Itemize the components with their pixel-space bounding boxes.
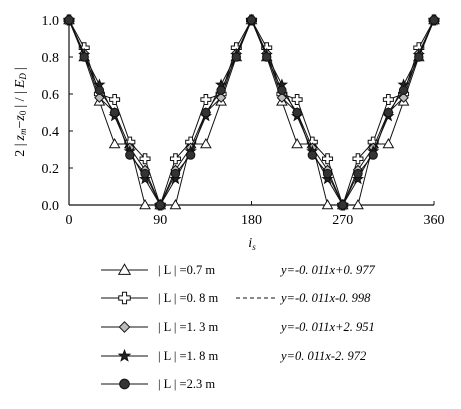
data-point-triangle <box>352 198 364 210</box>
legend-label: | L | =0. 8 m <box>158 291 218 305</box>
x-tick-label: 90 <box>153 213 167 228</box>
data-point-star <box>321 172 334 185</box>
data-point-circle <box>398 85 409 96</box>
y-tick-label: 0.0 <box>42 199 60 214</box>
data-point-circle <box>338 200 348 210</box>
data-point-cross <box>139 153 151 165</box>
x-tick-label: 270 <box>332 213 353 228</box>
y-axis-label: 2 |zm−z0| / |ED| <box>13 67 28 157</box>
data-point-cross <box>322 153 334 165</box>
data-point-circle <box>170 168 181 179</box>
y-tick-label: 0.4 <box>42 125 60 140</box>
x-axis-label: is <box>248 236 256 252</box>
data-point-circle <box>109 107 120 118</box>
data-point-circle <box>201 107 211 118</box>
data-point-circle <box>155 200 165 210</box>
data-point-circle <box>262 52 272 62</box>
series-layer <box>62 13 441 211</box>
data-point-diamond <box>215 92 227 103</box>
y-tick-label: 0.6 <box>42 88 60 103</box>
y-tick-label: 1.0 <box>42 14 60 29</box>
data-point-triangle <box>117 263 132 275</box>
data-point-circle <box>216 85 226 96</box>
data-point-circle <box>353 168 363 179</box>
series-line <box>68 18 435 207</box>
x-tick-label: 360 <box>424 213 445 228</box>
fit-equations: y=-0. 011x+0. 977 y=-0. 011x-0. 998 y=-0. … <box>236 263 375 363</box>
series-line <box>68 18 435 207</box>
data-point-cross <box>118 291 131 305</box>
x-tick-label: 0 <box>66 213 73 228</box>
data-point-cross <box>109 94 121 106</box>
legend-item: | L | =0.7 m <box>101 263 215 277</box>
series-cross <box>63 14 440 211</box>
data-point-star <box>169 172 182 185</box>
data-point-diamond <box>118 321 131 333</box>
data-point-star <box>351 172 365 185</box>
series-line <box>68 18 435 206</box>
data-point-triangle <box>169 198 182 210</box>
data-point-circle <box>429 15 439 25</box>
data-point-triangle <box>321 198 334 210</box>
data-point-diamond <box>94 92 105 103</box>
data-point-circle <box>185 150 196 160</box>
data-point-circle <box>246 15 257 25</box>
data-point-cross <box>169 153 181 165</box>
data-point-cross <box>382 94 394 106</box>
y-tick-label: 0.8 <box>42 51 60 66</box>
data-point-circle <box>119 378 130 390</box>
legend-item: | L | =1. 8 m <box>101 348 218 363</box>
plot-axes <box>68 19 435 206</box>
legend: | L | =0.7 m | L | =0. 8 m | L | =1. 3 m | … <box>101 263 218 391</box>
data-point-cross <box>291 94 303 106</box>
data-point-circle <box>79 52 89 62</box>
data-point-diamond <box>398 92 409 103</box>
data-point-circle <box>94 85 105 96</box>
data-point-star <box>138 172 152 185</box>
data-point-circle <box>383 107 394 118</box>
data-point-cross <box>352 153 364 165</box>
fit-equation: y=-0. 011x+0. 977 <box>279 263 375 277</box>
legend-item: | L | =0. 8 m <box>101 291 218 305</box>
data-point-circle <box>277 85 287 96</box>
data-point-cross <box>200 94 212 106</box>
series-circle <box>64 15 439 210</box>
data-point-circle <box>292 107 302 118</box>
y-tick-labels: 0.0 0.2 0.4 0.6 0.8 1.0 <box>42 14 60 214</box>
data-point-star <box>117 348 132 362</box>
fit-equation: y=-0. 011x-0. 998 <box>279 291 371 305</box>
series-line <box>68 18 435 206</box>
data-point-triangle <box>139 198 151 210</box>
x-tick-labels: 0 90 180 270 360 <box>66 213 445 228</box>
legend-label: | L | =2.3 m <box>158 377 215 391</box>
data-point-circle <box>414 52 424 62</box>
data-point-circle <box>307 150 318 160</box>
legend-label: | L | =1. 3 m <box>158 320 218 334</box>
y-tick-label: 0.2 <box>42 162 60 177</box>
data-point-circle <box>64 15 74 25</box>
data-point-diamond <box>276 92 288 103</box>
series-star <box>62 13 441 211</box>
data-point-triangle <box>291 137 303 149</box>
x-tick-label: 180 <box>241 213 262 228</box>
data-point-circle <box>368 150 378 160</box>
data-point-circle <box>322 168 333 179</box>
data-point-triangle <box>108 137 121 149</box>
data-point-triangle <box>200 137 212 149</box>
data-point-circle <box>140 168 150 179</box>
legend-label: | L | =1. 8 m <box>158 349 218 363</box>
legend-label: | L | =0.7 m <box>158 263 215 277</box>
series-diamond <box>63 14 440 211</box>
series-line <box>68 18 435 207</box>
series-triangle <box>63 13 440 210</box>
fit-equation: y=-0. 011x+2. 951 <box>279 320 375 334</box>
data-point-circle <box>125 150 135 160</box>
legend-item: | L | =2.3 m <box>101 377 215 391</box>
data-point-circle <box>231 52 241 62</box>
legend-item: | L | =1. 3 m <box>101 320 218 334</box>
data-point-triangle <box>382 137 395 149</box>
fit-equation: y=0. 011x-2. 972 <box>279 349 366 363</box>
